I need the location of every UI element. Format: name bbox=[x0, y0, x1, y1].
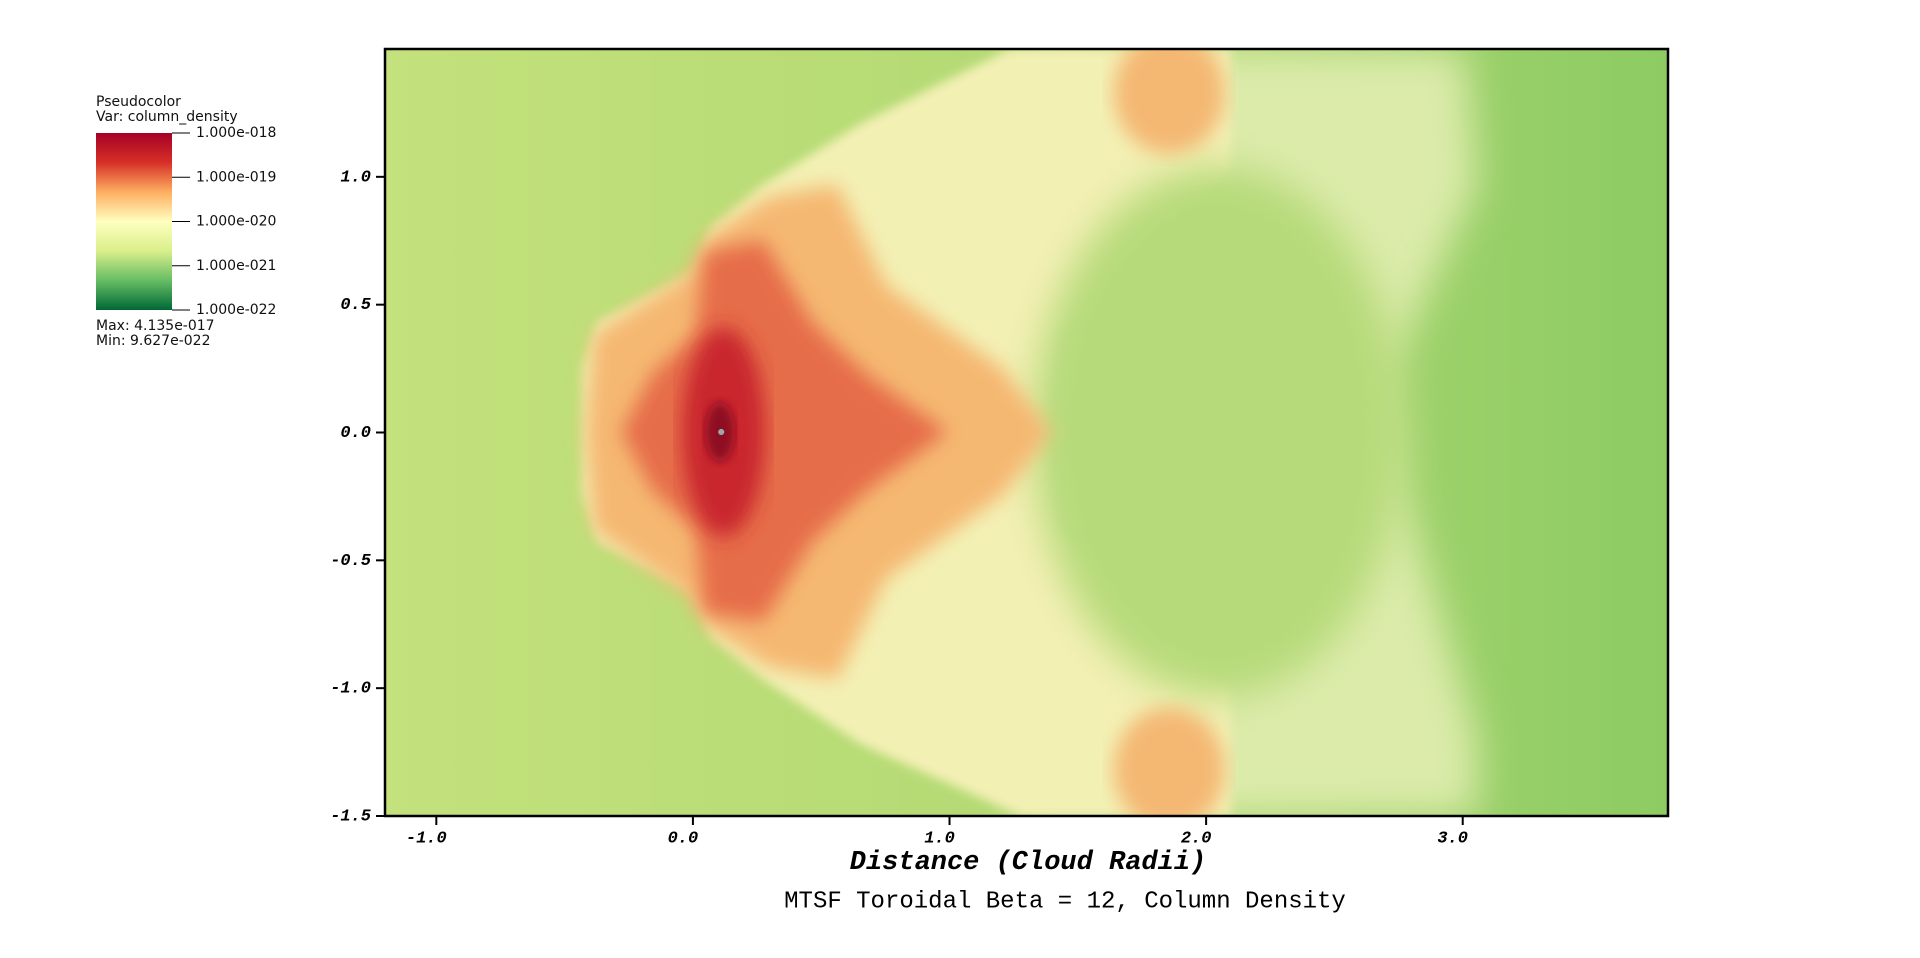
legend-variable: Var: column_density bbox=[96, 109, 238, 125]
y-tick-label: 1.0 bbox=[340, 168, 371, 187]
colorbar-tick-label: 1.000e-022 bbox=[196, 302, 276, 318]
y-tick-label: 0.5 bbox=[340, 296, 371, 315]
y-tick-label: 0.0 bbox=[340, 424, 371, 443]
chart-title: MTSF Toroidal Beta = 12, Column Density bbox=[784, 888, 1346, 915]
colorbar-tick-label: 1.000e-020 bbox=[196, 214, 276, 230]
x-tick-label: 2.0 bbox=[1181, 829, 1212, 848]
y-tick-label: -0.5 bbox=[330, 552, 371, 571]
x-tick-label: 1.0 bbox=[924, 829, 955, 848]
y-tick-label: -1.0 bbox=[330, 680, 371, 699]
y-tick-label: -1.5 bbox=[330, 807, 371, 826]
field-image bbox=[385, 49, 1668, 817]
legend-min: Min: 9.627e-022 bbox=[96, 333, 210, 349]
x-tick-label: -1.0 bbox=[406, 829, 447, 848]
colorbar-tick-label: 1.000e-021 bbox=[196, 258, 276, 274]
legend-title: Pseudocolor bbox=[96, 94, 181, 110]
x-axis-label: Distance (Cloud Radii) bbox=[850, 848, 1206, 878]
colorbar-tick-label: 1.000e-018 bbox=[196, 125, 276, 141]
x-tick-label: 3.0 bbox=[1437, 829, 1468, 848]
colorbar bbox=[96, 133, 172, 310]
colorbar-tick-label: 1.000e-019 bbox=[196, 169, 276, 185]
x-tick-label: 0.0 bbox=[668, 829, 699, 848]
legend-max: Max: 4.135e-017 bbox=[96, 318, 215, 334]
